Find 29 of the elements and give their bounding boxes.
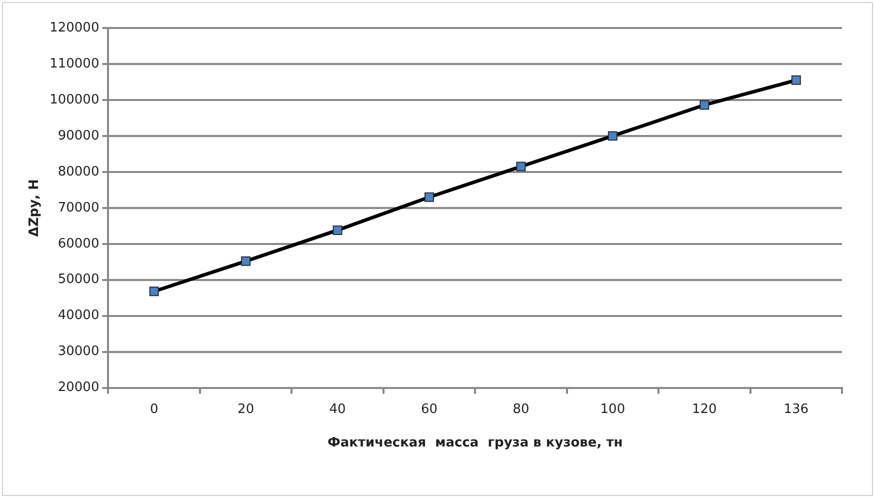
y-tick-label: 40000: [58, 308, 100, 324]
y-tick-label: 100000: [50, 92, 100, 108]
point: [791, 75, 801, 85]
x-tick-label: 40: [329, 402, 346, 417]
point: [332, 225, 342, 235]
y-axis-title: ΔZру, Н: [27, 179, 42, 237]
x-tick-label: 136: [784, 402, 809, 417]
y-tick-label: 30000: [58, 344, 100, 360]
y-tick-label: 110000: [50, 56, 100, 72]
x-tick-label: 120: [692, 402, 717, 417]
y-tick-label: 90000: [58, 128, 100, 144]
y-tick-label: 80000: [58, 164, 100, 180]
y-tick-label: 70000: [58, 200, 100, 216]
point: [516, 162, 526, 172]
y-tick-label: 60000: [58, 236, 100, 252]
y-tick-label: 20000: [58, 380, 100, 396]
point: [424, 192, 434, 202]
x-axis-title: Фактическая масса груза в кузове, тн: [328, 436, 623, 451]
point: [241, 256, 251, 266]
point: [608, 131, 618, 141]
x-tick-label: 80: [512, 402, 530, 417]
x-tick-label: 60: [420, 402, 438, 417]
x-tick-label: 20: [238, 402, 254, 417]
x-tick-label: 0: [150, 402, 158, 417]
x-tick-label: 100: [600, 402, 626, 417]
point: [149, 286, 159, 296]
point: [700, 100, 710, 110]
y-tick-label: 120000: [50, 20, 100, 36]
y-tick-label: 50000: [58, 272, 100, 288]
